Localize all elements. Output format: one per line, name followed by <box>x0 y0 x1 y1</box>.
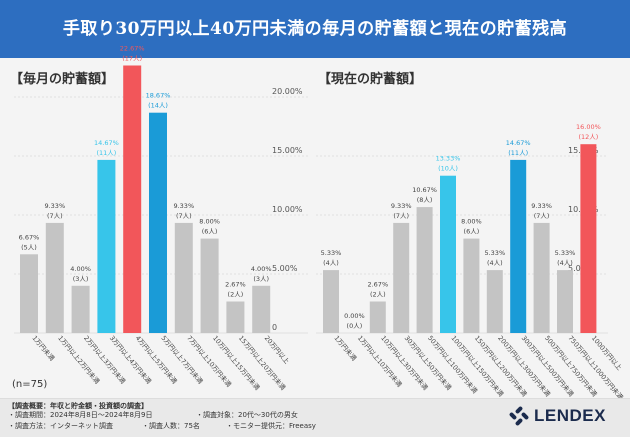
page-title: 手取り30万円以上40万円未満の毎月の貯蓄額と現在の貯蓄残高 <box>62 19 568 39</box>
data-label-count: (7人) <box>393 212 409 220</box>
y-tick-label: 0 <box>272 323 277 332</box>
data-label-count: (3人) <box>253 275 269 283</box>
data-label-percent: 9.33% <box>44 202 65 210</box>
bar <box>463 238 480 333</box>
lendex-logo: LENDEX <box>508 405 606 427</box>
survey-count: ・調査人数：75名 <box>142 422 200 430</box>
x-tick-label: 10万円以上15万円未満 <box>211 334 262 393</box>
x-tick-label: 1万円以上10万円未満 <box>356 334 405 390</box>
survey-method: ・調査方法：インターネット調査 <box>8 422 113 430</box>
data-label-count: (2人) <box>370 290 386 298</box>
data-label-percent: 22.67% <box>120 44 145 52</box>
data-label-percent: 13.33% <box>436 155 461 163</box>
bar <box>323 270 339 333</box>
survey-heading: 【調査概要：年収と貯金額・投資額の調査】 <box>8 402 148 410</box>
data-label-percent: 5.33% <box>555 249 576 257</box>
data-label-percent: 6.67% <box>19 233 40 241</box>
bar <box>71 285 90 333</box>
data-label-percent: 16.00% <box>576 123 601 131</box>
data-label-percent: 14.67% <box>94 139 119 147</box>
lendex-logo-icon <box>509 406 529 426</box>
x-tick-label: 1万円未満 <box>30 334 57 363</box>
data-label-percent: 18.67% <box>146 92 171 100</box>
data-label-count: (6人) <box>202 228 218 236</box>
bar <box>440 175 456 333</box>
data-label-count: (11人) <box>508 149 528 157</box>
bar <box>226 301 245 333</box>
data-label-percent: 5.33% <box>321 249 342 257</box>
bar <box>252 285 271 333</box>
bar <box>580 144 597 333</box>
data-label-percent: 8.00% <box>199 218 220 226</box>
data-label-percent: 9.33% <box>531 202 552 210</box>
survey-period: ・調査期間：2024年8月8日〜2024年8月9日 <box>8 411 153 419</box>
data-label-count: (2人) <box>228 290 244 298</box>
data-label-count: (10人) <box>438 165 458 173</box>
data-label-count: (4人) <box>323 259 339 267</box>
bar <box>174 222 193 333</box>
chart-title-monthly-savings: 【毎月の貯蓄額】 <box>10 72 115 87</box>
sample-size: (n=75) <box>12 379 48 390</box>
survey-target: ・調査対象：20代〜30代の男女 <box>196 411 298 419</box>
bar <box>393 222 410 333</box>
survey-provider: ・モニター提供元：Freeasy <box>226 422 316 430</box>
data-label-percent: 10.67% <box>412 186 437 194</box>
data-label-count: (7人) <box>47 212 63 220</box>
data-label-count: (12人) <box>578 133 598 141</box>
bar <box>123 65 142 333</box>
bar <box>45 222 64 333</box>
bar <box>20 254 38 333</box>
data-label-percent: 0.00% <box>344 312 365 320</box>
data-label-percent: 5.33% <box>484 249 505 257</box>
data-label-count: (17人) <box>122 54 142 62</box>
data-label-count: (7人) <box>176 212 192 220</box>
x-tick-label: 20万円以上 <box>263 334 292 366</box>
data-label-count: (14人) <box>148 102 168 110</box>
bar <box>369 301 386 333</box>
bar <box>486 270 503 333</box>
bar <box>557 270 573 333</box>
x-tick-label: 1万円未満 <box>332 334 359 363</box>
data-label-percent: 4.00% <box>251 265 272 273</box>
data-label-percent: 9.33% <box>391 202 412 210</box>
data-label-count: (11人) <box>96 149 116 157</box>
data-label-percent: 2.67% <box>225 280 246 288</box>
y-tick-label: 5.00% <box>272 264 298 273</box>
data-label-count: (7人) <box>534 212 550 220</box>
y-tick-label: 20.00% <box>272 87 303 96</box>
bar <box>97 159 116 333</box>
x-tick-label: 15万円以上20万円未満 <box>237 334 288 393</box>
data-label-count: (0人) <box>347 322 363 330</box>
data-label-count: (4人) <box>487 259 503 267</box>
y-tick-label: 10.00% <box>272 205 303 214</box>
x-tick-label: 7万円以上10万円未満 <box>185 334 234 390</box>
logo-text: LENDEX <box>534 406 606 425</box>
y-tick-label: 15.00% <box>272 146 303 155</box>
data-label-percent: 4.00% <box>70 265 91 273</box>
data-label-percent: 9.33% <box>173 202 194 210</box>
bar <box>200 238 219 333</box>
data-label-count: (8人) <box>417 196 433 204</box>
data-label-count: (6人) <box>464 228 480 236</box>
data-label-percent: 14.67% <box>506 139 531 147</box>
data-label-count: (4人) <box>557 259 573 267</box>
bar <box>533 222 550 333</box>
data-label-count: (5人) <box>21 243 37 251</box>
bar <box>149 112 167 333</box>
data-label-percent: 2.67% <box>367 280 388 288</box>
data-label-percent: 8.00% <box>461 218 482 226</box>
data-label-count: (3人) <box>73 275 89 283</box>
header-banner: 手取り30万円以上40万円未満の毎月の貯蓄額と現在の貯蓄残高 <box>0 0 630 58</box>
bar <box>416 207 433 333</box>
chart-title-current-savings: 【現在の貯蓄額】 <box>318 72 423 87</box>
bar <box>510 159 527 333</box>
